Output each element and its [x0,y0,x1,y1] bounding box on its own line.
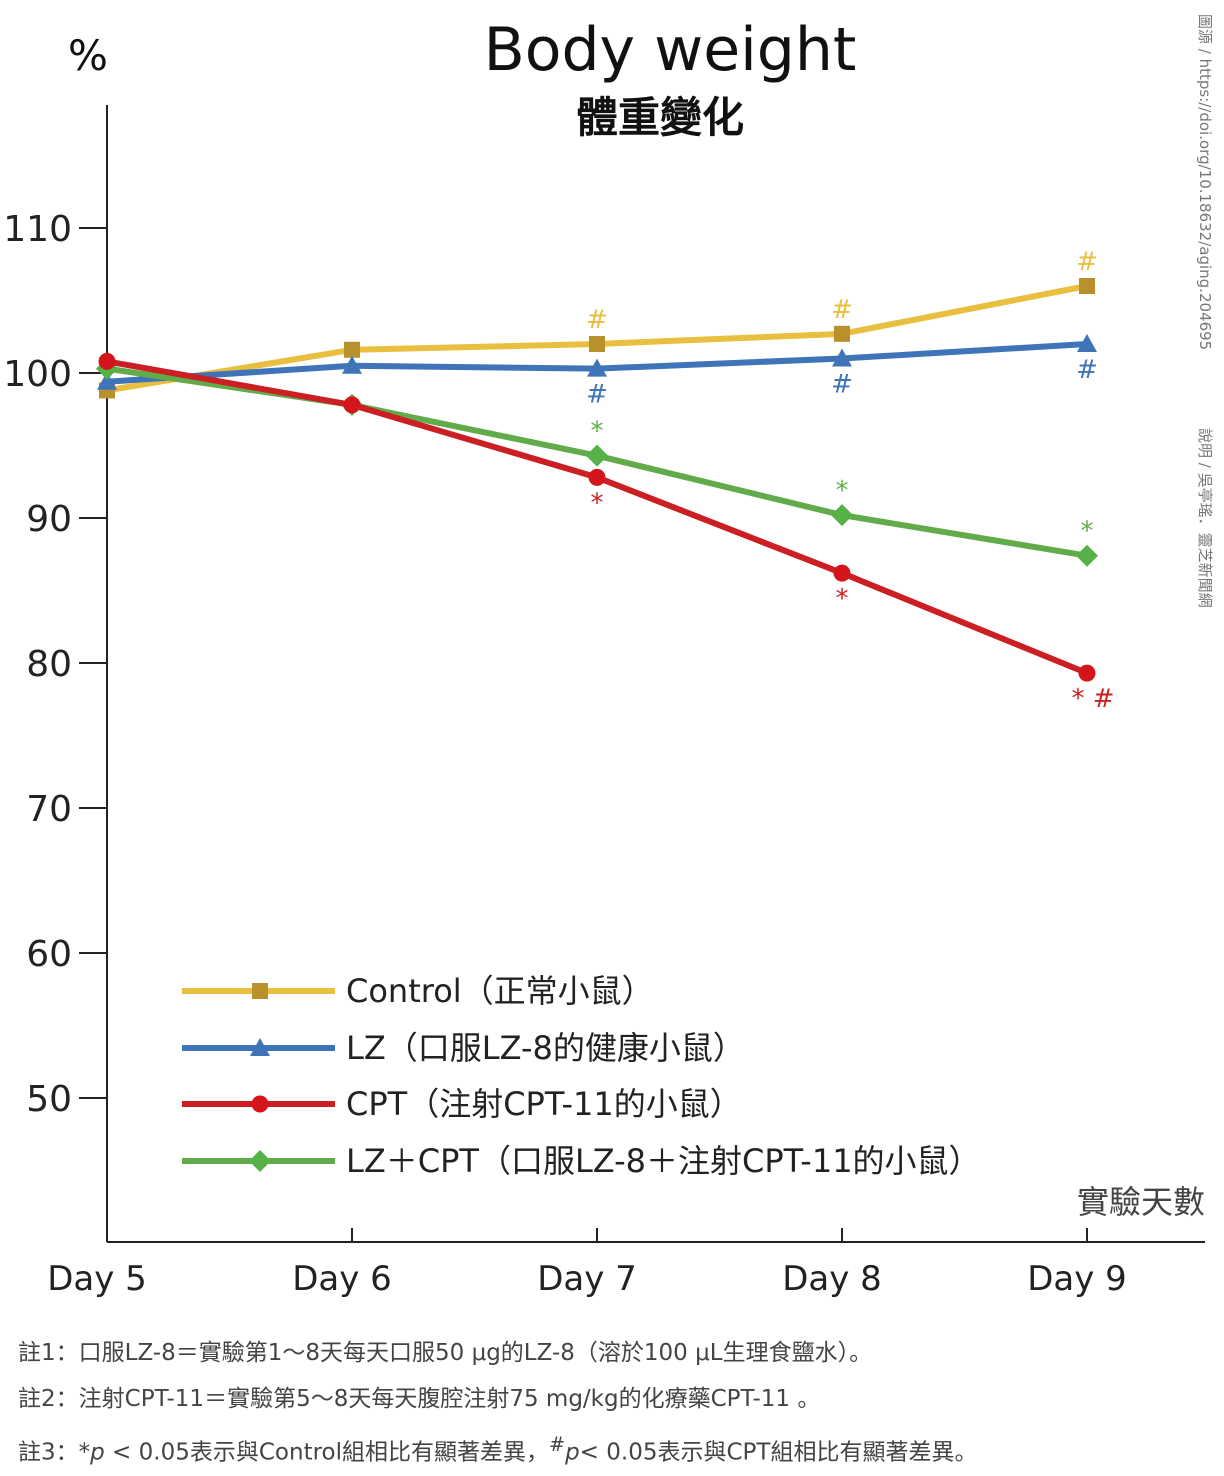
marker-square [344,341,360,358]
x-tick-label: Day 8 [782,1259,882,1299]
series-cpt: * * * # [98,352,1115,714]
marker-circle [1078,664,1096,682]
x-tick-label: Day 9 [1027,1259,1127,1299]
marker-triangle [832,348,852,367]
footnote-1: 註1：口服LZ-8＝實驗第1～8天每天口服50 μg的LZ-8（溶於100 μL… [18,1340,873,1366]
legend-label: LZ＋CPT（口服LZ-8＋注射CPT-11的小鼠） [346,1142,981,1180]
y-tick-label: 80 [26,644,72,685]
significance-mark: * [591,488,604,518]
significance-mark: * # [1071,684,1114,714]
footnote-3-prefix: 註3：* [18,1439,91,1466]
y-tick-label: 70 [26,789,72,830]
series-layer: # # # # # # * * * * * * # [96,247,1115,714]
x-ticks: Day 5 Day 6 Day 7 Day 8 Day 9 [47,1228,1127,1299]
y-tick-label: 110 [3,209,72,250]
footnote-3-mid: < 0.05表示與Control組相比有顯著差異， [104,1439,549,1466]
marker-circle [98,352,116,370]
chart-subtitle: 體重變化 [576,93,744,142]
significance-mark: * [591,417,604,447]
x-tick-label: Day 7 [537,1259,637,1299]
legend-label: Control（正常小鼠） [346,972,654,1010]
caption-credit: 說明 / 吳亭瑤．靈芝新聞網 [1196,428,1214,608]
significance-mark: * [1081,517,1094,547]
y-tick-label: 100 [3,354,72,395]
marker-triangle [97,371,117,390]
legend-item-lz: LZ（口服LZ-8的健康小鼠） [182,1029,745,1067]
legend-item-control: Control（正常小鼠） [182,972,654,1010]
x-tick-label: Day 5 [47,1259,147,1299]
footnotes: 註1：口服LZ-8＝實驗第1～8天每天口服50 μg的LZ-8（溶於100 μL… [18,1330,1218,1468]
marker-circle [343,396,361,414]
image-source-credit: 圖源 / https://doi.org/10.18632/aging.2046… [1196,14,1214,350]
marker-triangle [1077,334,1097,352]
significance-mark: # [1076,247,1098,277]
marker-square [834,325,850,342]
footnote-3-end: < 0.05表示與CPT組相比有顯著差異。 [579,1439,978,1466]
marker-square [252,983,268,999]
legend-item-cpt: CPT（注射CPT-11的小鼠） [182,1085,742,1123]
x-tick-label: Day 6 [292,1259,392,1299]
marker-triangle [587,358,607,377]
marker-triangle [250,1038,270,1056]
marker-circle [833,564,851,582]
y-tick-label: 50 [26,1079,72,1120]
significance-mark: # [831,295,853,325]
marker-circle [588,468,606,486]
marker-circle [251,1095,269,1113]
y-tick-label: 60 [26,934,72,975]
series-lz: # # # [97,334,1098,410]
marker-square [589,336,605,352]
footnote-2: 註2：注射CPT-11＝實驗第5～8天每天腹腔注射75 mg/kg的化療藥CPT… [18,1386,821,1412]
y-axis-label: % [68,31,108,80]
axes [106,105,1205,1243]
legend-item-lz-cpt: LZ＋CPT（口服LZ-8＋注射CPT-11的小鼠） [182,1142,981,1180]
significance-mark: * [836,584,849,614]
footnote-3-p2: p [565,1439,580,1466]
series-control: # # # [99,247,1098,399]
footnote-3-p1: p [90,1439,105,1466]
marker-diamond [249,1150,271,1172]
legend: Control（正常小鼠） LZ（口服LZ-8的健康小鼠） CPT（注射CPT-11… [182,972,981,1180]
significance-mark: # [831,370,853,400]
legend-label: CPT（注射CPT-11的小鼠） [346,1085,742,1123]
significance-mark: # [586,380,608,410]
marker-diamond [586,444,608,467]
significance-mark: * [836,476,849,506]
footnote-3: 註3：*p < 0.05表示與Control組相比有顯著差異，#p< 0.05表… [18,1422,1218,1468]
y-ticks: 50 60 70 80 90 100 110 [3,209,107,1120]
legend-label: LZ（口服LZ-8的健康小鼠） [346,1029,745,1067]
footnote-3-hash: # [549,1433,566,1456]
marker-triangle [342,355,362,374]
marker-diamond [831,504,853,527]
body-weight-chart: % Body weight 體重變化 圖源 / https://doi.org/… [3,14,1214,1299]
x-axis-title: 實驗天數 [1077,1183,1205,1221]
significance-mark: # [586,305,608,335]
marker-diamond [1076,544,1098,567]
chart-title: Body weight [484,15,857,85]
significance-mark: # [1076,355,1098,385]
y-tick-label: 90 [26,499,72,540]
marker-square [1079,278,1095,294]
